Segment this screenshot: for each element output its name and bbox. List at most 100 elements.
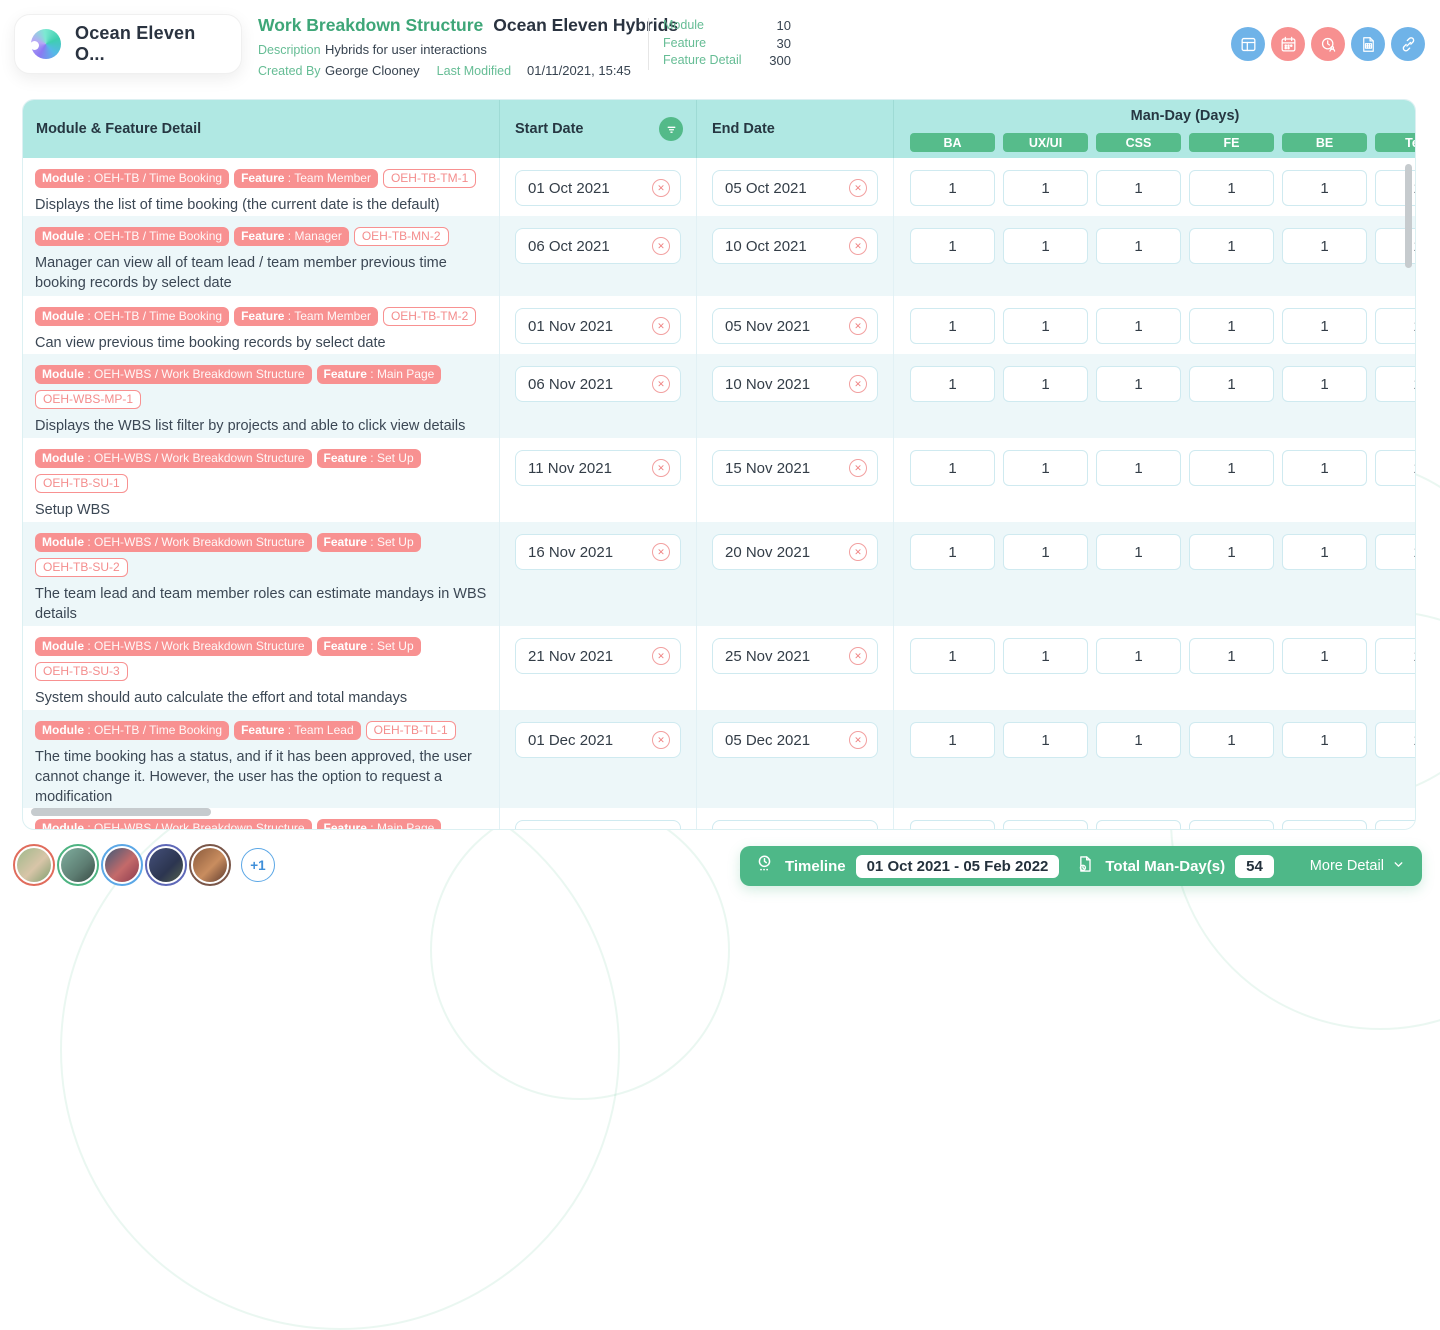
manday-input-ba[interactable] (910, 534, 995, 570)
manday-input-fe[interactable] (1189, 308, 1274, 344)
feature-tag[interactable]: Feature : Main Page (316, 819, 442, 829)
manday-input-ba[interactable] (910, 638, 995, 674)
manday-input-css[interactable] (1096, 534, 1181, 570)
feature-tag[interactable]: Feature : Team Member (234, 169, 378, 188)
manday-input-be[interactable] (1282, 228, 1367, 264)
time-log-button[interactable] (1311, 27, 1345, 61)
manday-input-uxui[interactable] (1003, 638, 1088, 674)
manday-input-test[interactable] (1375, 638, 1415, 674)
manday-input-test[interactable] (1375, 534, 1415, 570)
end-date-input[interactable]: 20 Nov 2021 ✕ (712, 534, 878, 570)
manday-input-fe[interactable] (1189, 820, 1274, 829)
manday-input-ba[interactable] (910, 450, 995, 486)
module-tag[interactable]: Module : OEH-WBS / Work Breakdown Struct… (35, 819, 312, 829)
manday-input-css[interactable] (1096, 820, 1181, 829)
clear-date-icon[interactable]: ✕ (652, 317, 670, 335)
start-date-input[interactable]: 01 Oct 2021 ✕ (515, 170, 681, 206)
feature-tag[interactable]: Feature : Set Up (316, 533, 421, 552)
end-date-input[interactable]: 05 Dec 2021 ✕ (712, 722, 878, 758)
module-tag[interactable]: Module : OEH-TB / Time Booking (35, 307, 230, 326)
manday-input-ba[interactable] (910, 820, 995, 829)
manday-input-css[interactable] (1096, 450, 1181, 486)
share-link-button[interactable] (1391, 27, 1425, 61)
horizontal-scrollbar[interactable] (31, 808, 211, 816)
manday-input-be[interactable] (1282, 450, 1367, 486)
manday-input-ba[interactable] (910, 308, 995, 344)
start-date-input[interactable]: 21 Nov 2021 ✕ (515, 638, 681, 674)
manday-input-uxui[interactable] (1003, 820, 1088, 829)
module-tag[interactable]: Module : OEH-TB / Time Booking (35, 169, 230, 188)
module-tag[interactable]: Module : OEH-WBS / Work Breakdown Struct… (35, 365, 312, 384)
feature-tag[interactable]: Feature : Manager (234, 227, 349, 246)
clear-date-icon[interactable]: ✕ (652, 647, 670, 665)
more-detail-button[interactable]: More Detail (1310, 858, 1405, 875)
manday-input-ba[interactable] (910, 228, 995, 264)
module-tag[interactable]: Module : OEH-WBS / Work Breakdown Struct… (35, 449, 312, 468)
avatar[interactable] (57, 844, 99, 886)
manday-input-fe[interactable] (1189, 534, 1274, 570)
end-date-input[interactable]: 15 Nov 2021 ✕ (712, 450, 878, 486)
manday-input-css[interactable] (1096, 170, 1181, 206)
avatar[interactable] (145, 844, 187, 886)
manday-input-fe[interactable] (1189, 366, 1274, 402)
manday-input-ba[interactable] (910, 722, 995, 758)
module-tag[interactable]: Module : OEH-TB / Time Booking (35, 721, 230, 740)
manday-input-fe[interactable] (1189, 228, 1274, 264)
manday-input-fe[interactable] (1189, 450, 1274, 486)
manday-input-uxui[interactable] (1003, 170, 1088, 206)
feature-tag[interactable]: Feature : Set Up (316, 637, 421, 656)
manday-input-css[interactable] (1096, 722, 1181, 758)
clear-date-icon[interactable]: ✕ (849, 317, 867, 335)
manday-input-uxui[interactable] (1003, 450, 1088, 486)
code-tag[interactable]: OEH-TB-SU-2 (35, 558, 128, 577)
avatar[interactable] (13, 844, 55, 886)
manday-input-test[interactable] (1375, 450, 1415, 486)
manday-input-be[interactable] (1282, 308, 1367, 344)
calendar-button[interactable] (1271, 27, 1305, 61)
clear-date-icon[interactable]: ✕ (849, 459, 867, 477)
clear-date-icon[interactable]: ✕ (849, 543, 867, 561)
manday-input-test[interactable] (1375, 308, 1415, 344)
end-date-input[interactable]: 10 Nov 2021 ✕ (712, 366, 878, 402)
manday-input-uxui[interactable] (1003, 228, 1088, 264)
manday-input-uxui[interactable] (1003, 366, 1088, 402)
manday-input-css[interactable] (1096, 228, 1181, 264)
clear-date-icon[interactable]: ✕ (849, 237, 867, 255)
code-tag[interactable]: OEH-TB-SU-3 (35, 662, 128, 681)
clear-date-icon[interactable]: ✕ (849, 829, 867, 830)
manday-input-be[interactable] (1282, 366, 1367, 402)
start-date-input[interactable]: 01 Dec 2021 ✕ (515, 722, 681, 758)
end-date-input[interactable]: 05 Oct 2021 ✕ (712, 170, 878, 206)
manday-input-css[interactable] (1096, 366, 1181, 402)
manday-input-be[interactable] (1282, 638, 1367, 674)
code-tag[interactable]: OEH-TB-TM-2 (382, 307, 477, 326)
end-date-input[interactable]: 05 Nov 2021 ✕ (712, 308, 878, 344)
clear-date-icon[interactable]: ✕ (652, 459, 670, 477)
feature-tag[interactable]: Feature : Set Up (316, 449, 421, 468)
manday-input-uxui[interactable] (1003, 308, 1088, 344)
module-tag[interactable]: Module : OEH-WBS / Work Breakdown Struct… (35, 637, 312, 656)
end-date-input[interactable]: ✕ (712, 820, 878, 830)
clear-date-icon[interactable]: ✕ (652, 179, 670, 197)
manday-input-uxui[interactable] (1003, 722, 1088, 758)
clear-date-icon[interactable]: ✕ (652, 731, 670, 749)
clear-date-icon[interactable]: ✕ (652, 237, 670, 255)
code-tag[interactable]: OEH-TB-MN-2 (353, 227, 449, 246)
clear-date-icon[interactable]: ✕ (652, 829, 670, 830)
manday-input-fe[interactable] (1189, 722, 1274, 758)
code-tag[interactable]: OEH-WBS-MP-1 (35, 390, 141, 409)
manday-input-ba[interactable] (910, 366, 995, 402)
manday-input-be[interactable] (1282, 170, 1367, 206)
manday-input-be[interactable] (1282, 534, 1367, 570)
clear-date-icon[interactable]: ✕ (849, 179, 867, 197)
clear-date-icon[interactable]: ✕ (849, 731, 867, 749)
manday-input-css[interactable] (1096, 308, 1181, 344)
board-view-button[interactable] (1231, 27, 1265, 61)
clear-date-icon[interactable]: ✕ (849, 647, 867, 665)
code-tag[interactable]: OEH-TB-TL-1 (365, 721, 456, 740)
start-date-input[interactable]: ✕ (515, 820, 681, 830)
spreadsheet-button[interactable] (1351, 27, 1385, 61)
manday-input-uxui[interactable] (1003, 534, 1088, 570)
feature-tag[interactable]: Feature : Team Member (234, 307, 378, 326)
manday-input-css[interactable] (1096, 638, 1181, 674)
